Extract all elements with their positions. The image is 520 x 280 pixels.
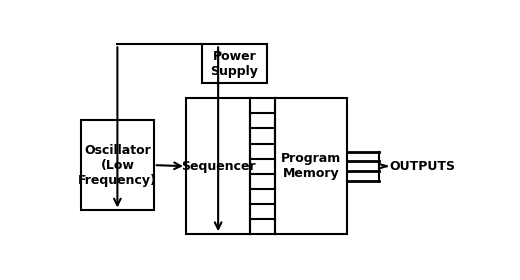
Bar (275, 98, 347, 234)
Text: Program
Memory: Program Memory (281, 152, 341, 180)
Text: Power
Supply: Power Supply (210, 50, 258, 78)
Text: Oscillator
(Low
Frequency): Oscillator (Low Frequency) (78, 144, 157, 186)
Bar (81, 120, 154, 210)
Text: Sequencer: Sequencer (181, 160, 255, 173)
Bar (186, 98, 251, 234)
Text: OUTPUTS: OUTPUTS (390, 160, 456, 173)
Bar (202, 44, 267, 83)
